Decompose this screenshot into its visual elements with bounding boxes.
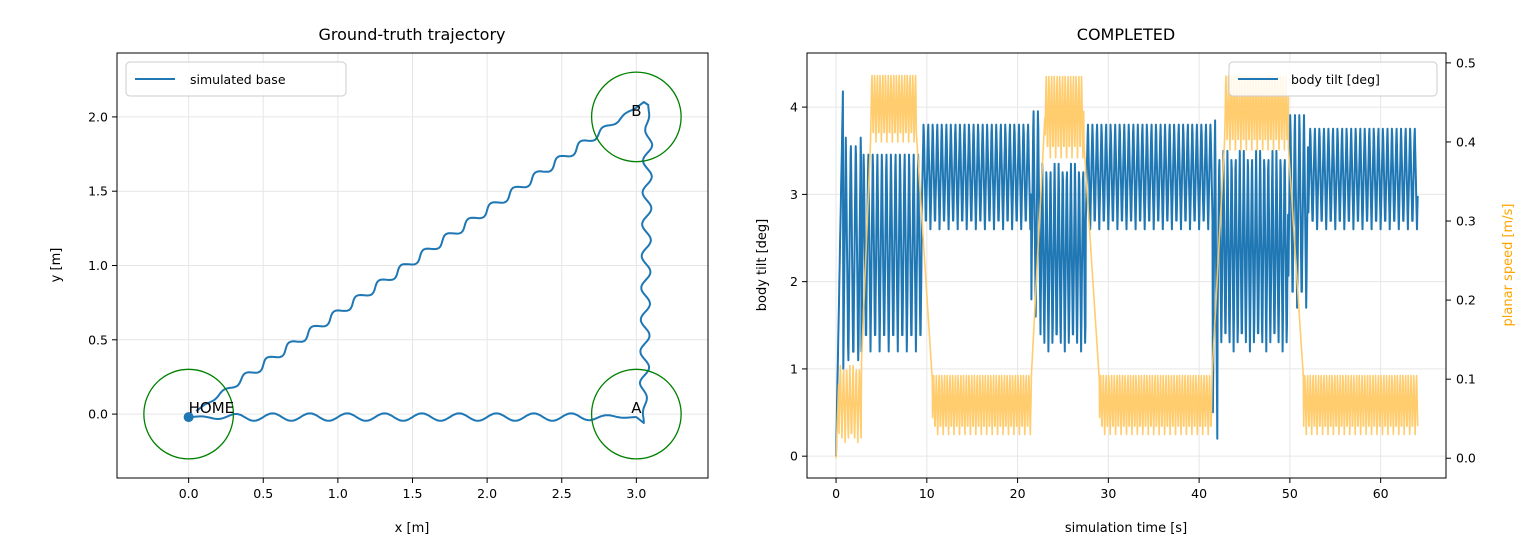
telemetry-legend-label: body tilt [deg] [1291, 72, 1380, 87]
telemetry-xtick-label: 60 [1373, 486, 1389, 501]
trajectory-xtick-label: 0.5 [253, 486, 273, 501]
region-label-a: A [631, 399, 642, 417]
trajectory-grid [117, 53, 708, 478]
telemetry-plot: COMPLETED 0 10 20 30 40 50 60 0 1 2 3 4 0.0 0.1 0.2 0.3… [755, 25, 1516, 536]
trajectory-ytick-label: 0.5 [88, 332, 108, 347]
telemetry-legend: body tilt [deg] [1228, 61, 1438, 97]
trajectory-line [188, 101, 654, 424]
telemetry-data [835, 74, 1419, 459]
telemetry-ytick-label-right: 0.2 [1456, 293, 1476, 308]
telemetry-title: COMPLETED [1077, 25, 1175, 44]
trajectory-legend-label: simulated base [190, 72, 286, 87]
planar-speed-line [835, 74, 1419, 459]
telemetry-ytick-label-right: 0.1 [1456, 372, 1476, 387]
trajectory-ytick-label: 0.0 [88, 407, 108, 422]
trajectory-xtick-label: 1.5 [403, 486, 423, 501]
trajectory-legend-box [125, 61, 347, 97]
telemetry-xtick-label: 0 [832, 486, 840, 501]
telemetry-ytick-label-left: 2 [790, 274, 798, 289]
trajectory-xlabel: x [m] [395, 521, 430, 536]
trajectory-plot: Ground-truth trajectory HOME A B 0.0 0.5 1.0… [49, 25, 709, 536]
telemetry-xtick-label: 20 [1010, 486, 1026, 501]
telemetry-ylabel-right: planar speed [m/s] [1501, 204, 1516, 327]
region-circle-a [590, 368, 682, 460]
telemetry-ytick-label-right: 0.5 [1456, 55, 1476, 70]
region-circle-home [143, 368, 235, 460]
trajectory-xtick-label: 0.0 [179, 486, 199, 501]
trajectory-ytick-label: 1.5 [88, 184, 108, 199]
region-label-home: HOME [189, 399, 235, 417]
telemetry-ytick-label-right: 0.4 [1456, 134, 1476, 149]
telemetry-xtick-label: 10 [919, 486, 935, 501]
telemetry-xlabel: simulation time [s] [1065, 521, 1187, 536]
trajectory-legend: simulated base [125, 61, 347, 97]
trajectory-xtick-label: 2.5 [552, 486, 572, 501]
trajectory-ytick-label: 1.0 [88, 258, 108, 273]
telemetry-ylabel-left: body tilt [deg] [755, 219, 770, 311]
trajectory-xtick-label: 3.0 [626, 486, 646, 501]
telemetry-ytick-label-left: 1 [790, 361, 798, 376]
telemetry-ytick-label-left: 4 [790, 100, 798, 115]
telemetry-xtick-label: 30 [1100, 486, 1116, 501]
region-label-b: B [631, 102, 641, 120]
trajectory-ticks: 0.0 0.5 1.0 1.5 2.0 2.5 3.0 0.0 0.5 1.0 1.5 2.0 [88, 109, 646, 501]
trajectory-ytick-label: 2.0 [88, 109, 108, 124]
trajectory-start-marker [183, 412, 194, 423]
body-tilt-line [835, 90, 1419, 457]
trajectory-xtick-label: 1.0 [328, 486, 348, 501]
telemetry-xtick-label: 50 [1282, 486, 1298, 501]
telemetry-axes-frame [806, 52, 1447, 479]
trajectory-data: HOME A B [143, 71, 682, 460]
region-circle-b [590, 71, 682, 163]
telemetry-ytick-label-left: 3 [790, 187, 798, 202]
telemetry-ytick-label-left: 0 [790, 449, 798, 464]
trajectory-ylabel: y [m] [49, 248, 64, 283]
telemetry-ticks: 0 10 20 30 40 50 60 0 1 2 3 4 0.0 0.1 0.2 0.3 0.4 0.5 [790, 55, 1476, 501]
telemetry-ytick-label-right: 0.0 [1456, 451, 1476, 466]
trajectory-title: Ground-truth trajectory [319, 25, 506, 44]
telemetry-legend-box [1228, 61, 1438, 97]
telemetry-xtick-label: 40 [1191, 486, 1207, 501]
telemetry-ytick-label-right: 0.3 [1456, 214, 1476, 229]
trajectory-xtick-label: 2.0 [477, 486, 497, 501]
